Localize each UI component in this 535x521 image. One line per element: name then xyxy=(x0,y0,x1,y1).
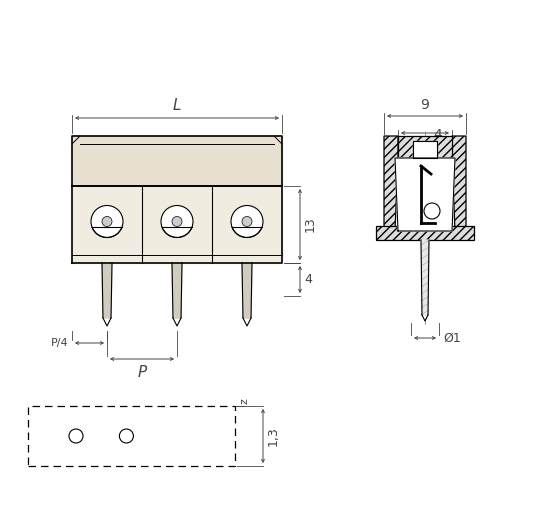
Text: 4: 4 xyxy=(433,128,442,142)
Polygon shape xyxy=(384,136,398,231)
Circle shape xyxy=(231,205,263,238)
Text: P: P xyxy=(137,365,147,380)
Polygon shape xyxy=(376,226,474,240)
Text: 4: 4 xyxy=(304,273,312,286)
Text: z: z xyxy=(240,398,250,404)
Circle shape xyxy=(91,205,123,238)
Polygon shape xyxy=(102,263,112,318)
Circle shape xyxy=(69,429,83,443)
Polygon shape xyxy=(242,263,252,318)
Polygon shape xyxy=(398,136,452,158)
Circle shape xyxy=(119,429,133,443)
Text: 9: 9 xyxy=(421,98,430,112)
Circle shape xyxy=(242,217,252,227)
Circle shape xyxy=(172,217,182,227)
Polygon shape xyxy=(395,158,455,231)
Text: P/4: P/4 xyxy=(50,338,68,348)
Polygon shape xyxy=(421,240,429,315)
Polygon shape xyxy=(452,136,466,231)
Polygon shape xyxy=(72,136,282,186)
Polygon shape xyxy=(72,186,282,263)
Text: L: L xyxy=(173,98,181,113)
Polygon shape xyxy=(413,141,437,158)
Polygon shape xyxy=(172,263,182,318)
Text: Ø1: Ø1 xyxy=(443,331,461,344)
Circle shape xyxy=(102,217,112,227)
Text: 13: 13 xyxy=(304,217,317,232)
Circle shape xyxy=(161,205,193,238)
Circle shape xyxy=(424,203,440,219)
Text: 1,3: 1,3 xyxy=(267,426,280,446)
